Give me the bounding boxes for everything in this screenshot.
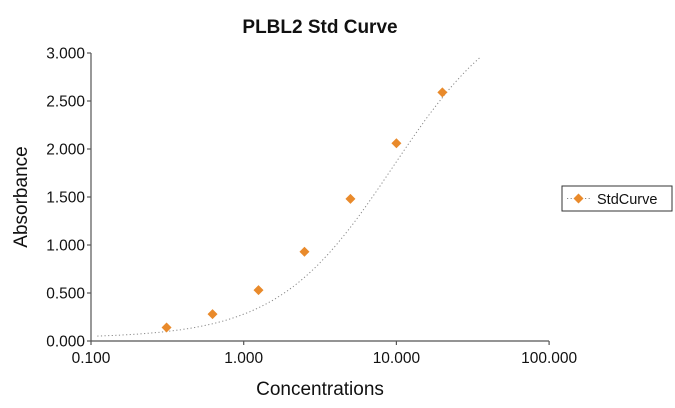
y-tick-label: 0.000 <box>46 334 85 351</box>
y-tick-label: 2.500 <box>46 94 85 111</box>
x-axis: 0.100 1.000 10.000 100.000 <box>72 340 577 367</box>
data-point-diamond-icon <box>161 322 172 333</box>
legend-label: StdCurve <box>597 192 657 208</box>
data-point-diamond-icon <box>207 309 218 320</box>
x-tick-label: 0.100 <box>72 350 111 367</box>
y-tick-label: 2.000 <box>46 142 85 159</box>
data-point-diamond-icon <box>391 138 402 149</box>
y-tick-label: 1.000 <box>46 238 85 255</box>
x-axis-label: Concentrations <box>256 379 384 400</box>
x-tick-label: 10.000 <box>373 350 421 367</box>
data-point-diamond-icon <box>345 193 356 204</box>
legend: StdCurve <box>561 185 673 212</box>
data-point-diamond-icon <box>253 285 264 296</box>
legend-diamond-icon <box>573 193 584 204</box>
x-tick-label: 100.000 <box>521 350 577 367</box>
trendline <box>97 57 480 337</box>
chart-title: PLBL2 Std Curve <box>242 17 397 38</box>
y-tick-label: 1.500 <box>46 190 85 207</box>
y-tick-label: 0.500 <box>46 286 85 303</box>
plot-area <box>97 57 480 337</box>
y-axis: 0.000 0.500 1.000 1.500 2.000 2.500 3.000 <box>46 46 92 351</box>
x-tick-label: 1.000 <box>224 350 263 367</box>
data-markers <box>161 87 448 333</box>
data-point-diamond-icon <box>299 246 310 257</box>
y-tick-label: 3.000 <box>46 46 85 63</box>
data-point-diamond-icon <box>437 87 448 98</box>
y-axis-label: Absorbance <box>11 146 32 247</box>
